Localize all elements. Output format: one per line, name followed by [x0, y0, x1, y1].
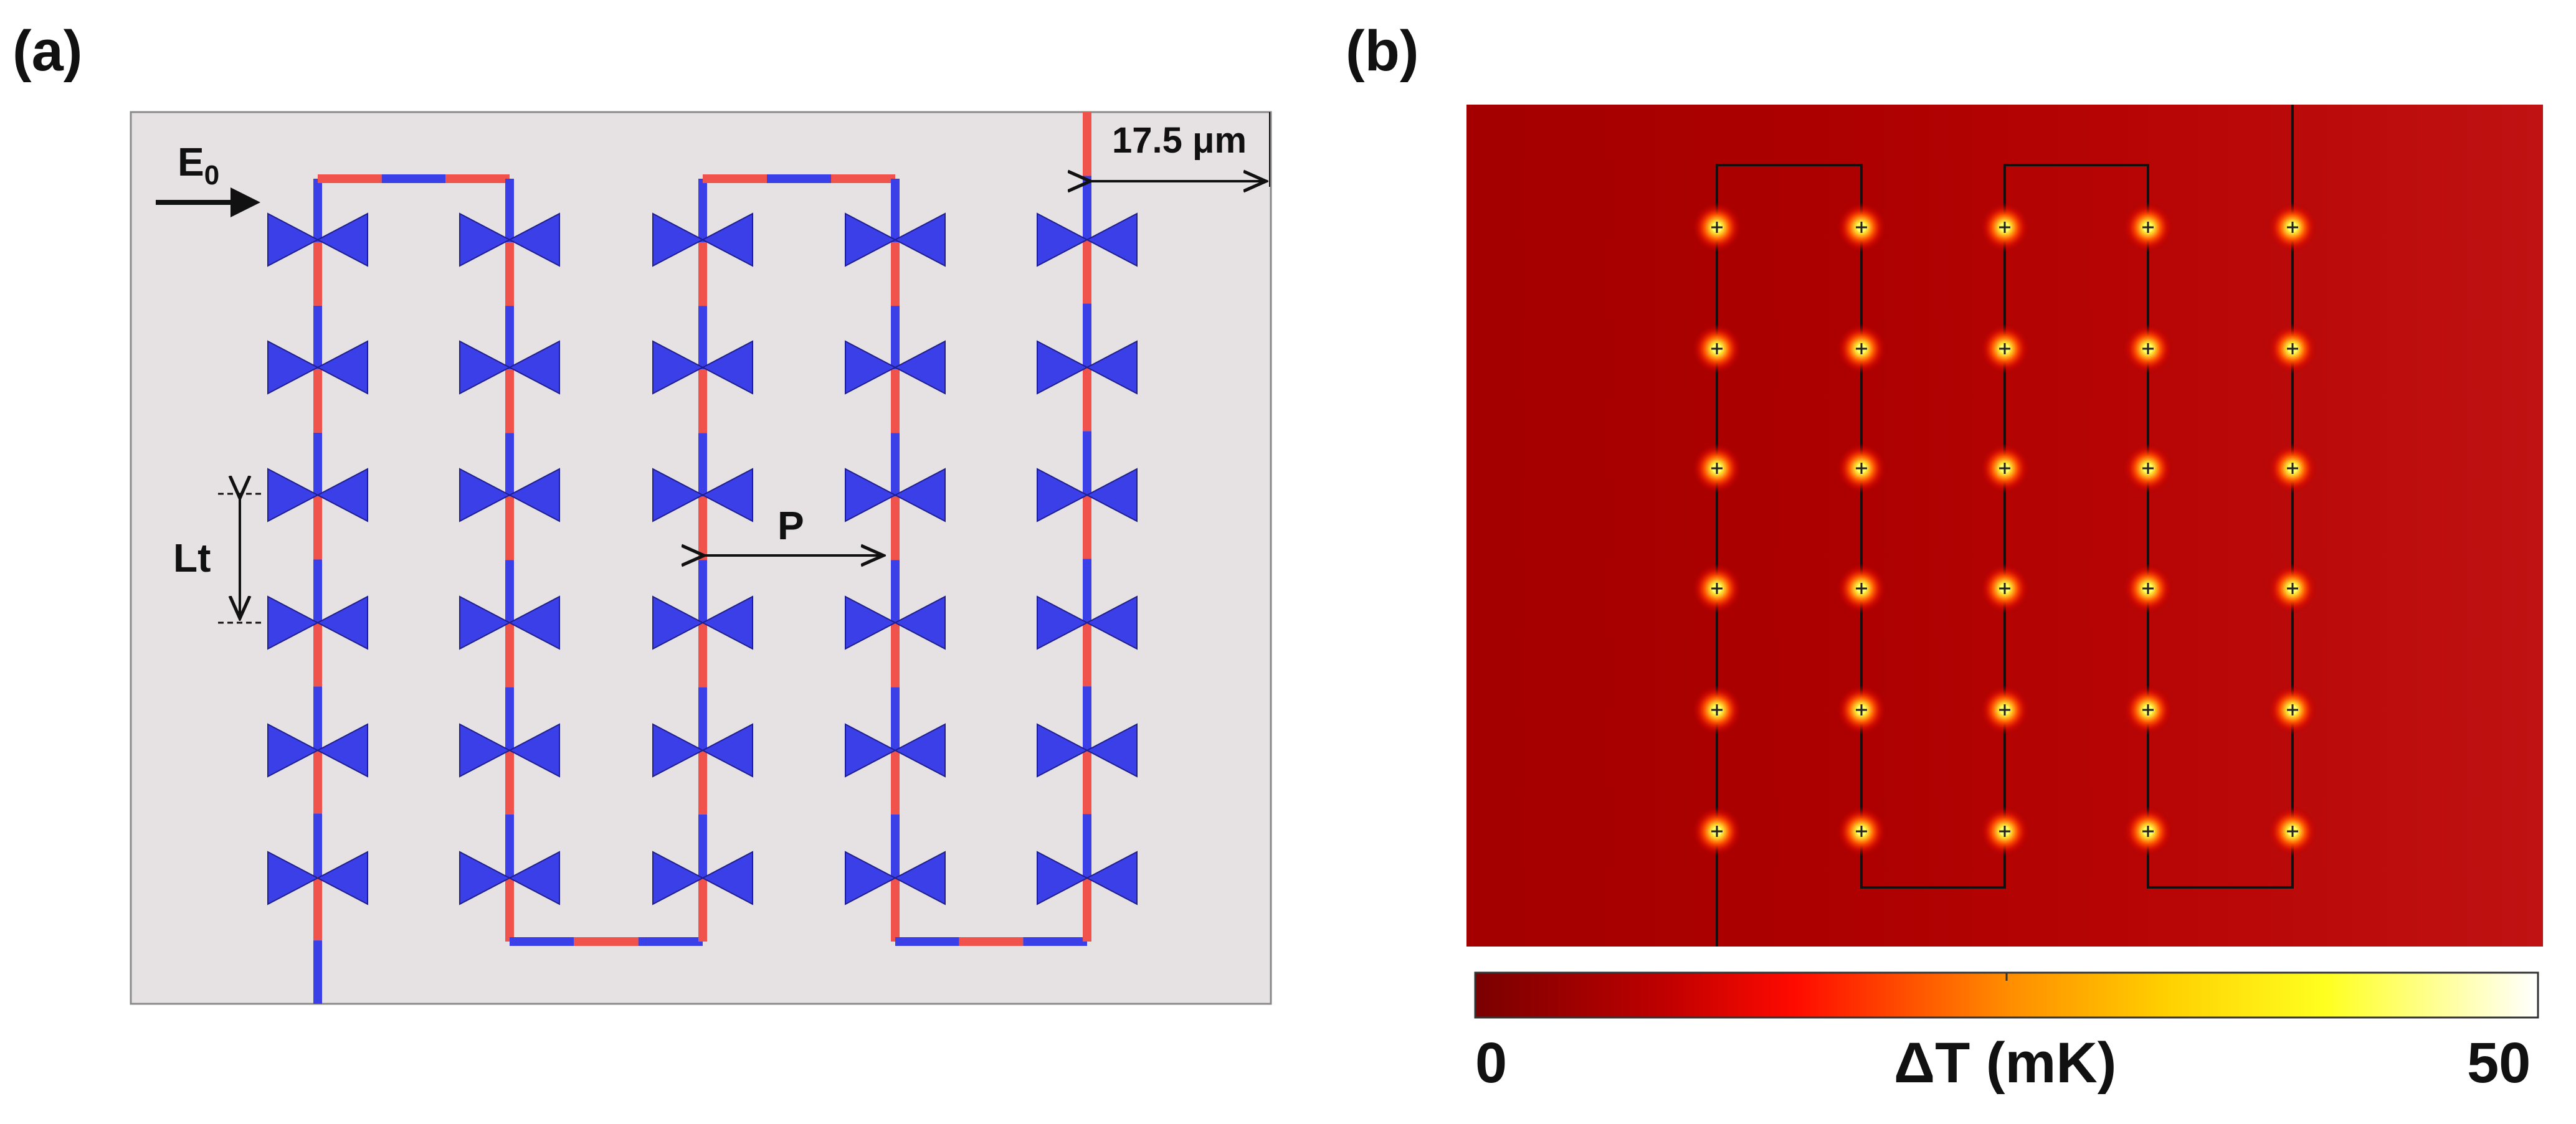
hotspot-marker: [1856, 583, 1867, 594]
hotspot-marker: [2142, 343, 2154, 354]
hotspot-marker: [1856, 704, 1867, 715]
colorbar-title: ΔT (mK): [1894, 1031, 2117, 1095]
bowtie-antenna: [267, 468, 368, 522]
hotspot-marker: [2142, 826, 2154, 837]
hotspot-marker: [2142, 463, 2154, 474]
hotspot-marker: [1711, 704, 1723, 715]
hotspot-marker: [1856, 343, 1867, 354]
hotspot-marker: [1856, 222, 1867, 233]
bowtie-antenna: [652, 340, 753, 395]
hotspot-marker: [1999, 222, 2010, 233]
hotspot-marker: [1999, 704, 2010, 715]
bowtie-antenna: [459, 468, 560, 522]
pitch-label: P: [777, 503, 804, 548]
bowtie-antenna: [267, 723, 368, 778]
bowtie-antenna: [459, 723, 560, 778]
hotspot-marker: [1856, 826, 1867, 837]
hotspot-marker: [2142, 222, 2154, 233]
colorbar-max-label: 50: [2467, 1031, 2531, 1095]
hotspot-marker: [1711, 463, 1723, 474]
bowtie-antenna: [267, 212, 368, 267]
bowtie-antenna: [845, 340, 946, 395]
hotspot-marker: [2287, 826, 2298, 837]
bowtie-antenna: [1037, 851, 1138, 905]
hotspot-marker: [2142, 583, 2154, 594]
hotspot-marker: [1711, 343, 1723, 354]
bowtie-antenna: [267, 340, 368, 395]
hotspot-marker: [2287, 583, 2298, 594]
bowtie-antenna: [1037, 468, 1138, 522]
colorbar-min-label: 0: [1475, 1031, 1508, 1095]
hotspot-marker: [2287, 463, 2298, 474]
bowtie-antenna: [652, 723, 753, 778]
hotspot-marker: [1999, 343, 2010, 354]
bowtie-antenna: [1037, 340, 1138, 395]
panel-a-label: (a): [12, 19, 83, 83]
lt-label: Lt: [173, 536, 211, 580]
hotspot-marker: [1711, 826, 1723, 837]
bowtie-antenna: [652, 595, 753, 650]
bowtie-antenna: [1037, 212, 1138, 267]
field-label: E0: [178, 139, 219, 191]
hotspot-marker: [1999, 826, 2010, 837]
bowtie-antenna: [845, 595, 946, 650]
bowtie-antenna: [845, 212, 946, 267]
bowtie-array: [267, 212, 1138, 905]
bowtie-antenna: [267, 851, 368, 905]
hotspot-marker: [2142, 704, 2154, 715]
heat-path: [1716, 164, 2294, 947]
panel-a: E0 17.5 μm Lt P: [130, 111, 1272, 1005]
hotspot-marker: [1999, 463, 2010, 474]
dimension-label: 17.5 μm: [1112, 120, 1247, 161]
bowtie-antenna: [845, 851, 946, 905]
hotspot-marker: [2287, 343, 2298, 354]
bowtie-antenna: [845, 723, 946, 778]
hotspot-marker: [2287, 704, 2298, 715]
bowtie-antenna: [459, 212, 560, 267]
panel-b: [1466, 105, 2543, 1019]
transmission-line: [313, 112, 1091, 1004]
hotspot-marker: [1711, 583, 1723, 594]
bowtie-antenna: [267, 595, 368, 650]
hotspot-marker: [2287, 222, 2298, 233]
bowtie-antenna: [652, 468, 753, 522]
hotspot-marker: [1856, 463, 1867, 474]
hotspot-marker: [1999, 583, 2010, 594]
bowtie-antenna: [1037, 723, 1138, 778]
bowtie-antenna: [652, 851, 753, 905]
bowtie-antenna: [652, 212, 753, 267]
bowtie-antenna: [459, 851, 560, 905]
bowtie-antenna: [459, 595, 560, 650]
hotspot-marker: [1711, 222, 1723, 233]
bowtie-antenna: [1037, 595, 1138, 650]
bowtie-antenna: [459, 340, 560, 395]
bowtie-antenna: [845, 468, 946, 522]
panel-b-label: (b): [1346, 19, 1419, 83]
hotspot-array: [1692, 202, 2317, 856]
